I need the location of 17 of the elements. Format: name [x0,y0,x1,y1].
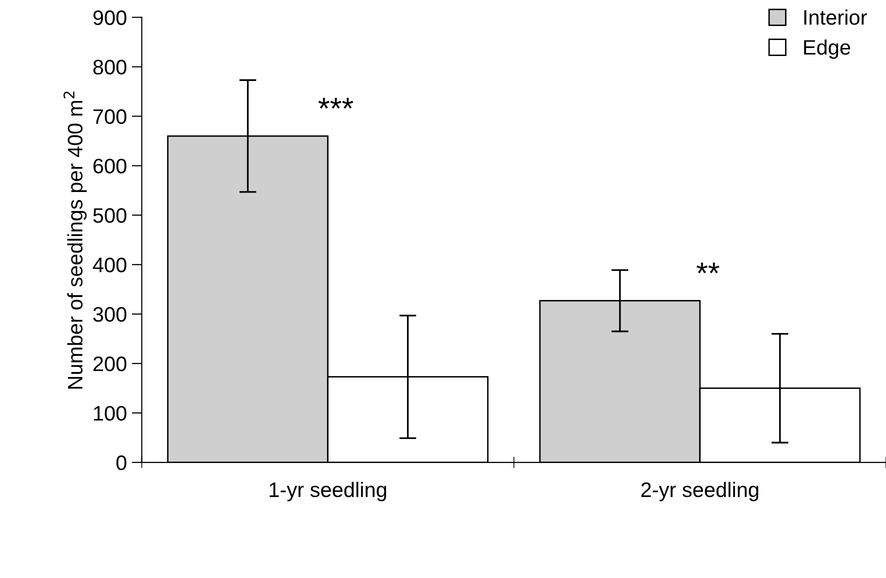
x-tick-label: 2-yr seedling [641,482,758,502]
y-tick-label: 300 [93,307,126,322]
y-tick-label: 100 [94,406,126,421]
x-tick-label: 1-yr seedling [270,482,386,502]
y-tick-label: 400 [92,258,126,272]
y-tick-label: 600 [93,158,126,174]
y-tick-label: 200 [93,356,126,372]
annotation: *** [318,98,354,109]
y-tick-label: 900 [93,10,126,26]
y-tick-label: 800 [93,60,126,75]
legend-label: Interior [804,9,867,25]
legend-label: Edge [804,39,850,59]
y-axis-title: Number of seedlings per 400 m$^{2}$ [64,92,87,389]
annotation: ** [696,262,720,274]
y-tick-label: 0 [116,455,126,470]
y-tick-label: 700 [93,109,126,124]
y-tick-label: 500 [93,208,126,223]
